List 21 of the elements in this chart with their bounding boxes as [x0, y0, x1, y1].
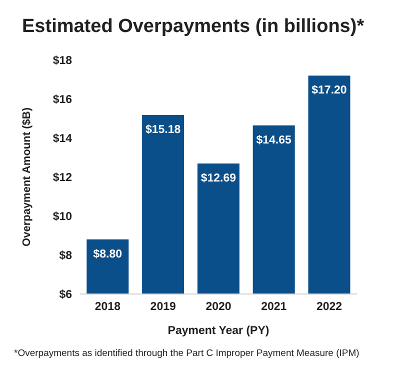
data-label: $12.69 [200, 172, 236, 185]
x-tick-label: 2018 [94, 301, 122, 314]
x-tick-label: 2022 [316, 301, 342, 314]
x-axis-title: Payment Year (PY) [168, 325, 270, 337]
y-tick-label: $6 [59, 289, 72, 302]
x-tick-label: 2020 [206, 301, 232, 314]
chart-title: Estimated Overpayments (in billions)* [21, 15, 366, 39]
y-tick-label: $14 [52, 133, 73, 146]
y-tick-label: $8 [59, 250, 73, 262]
text: *Overpayments as identified through the Part C Improper Payment Measure (IPM) [13, 347, 360, 359]
y-tick-label: $16 [52, 94, 72, 106]
y-tick-label: $12 [52, 172, 72, 184]
data-label: $15.18 [145, 124, 182, 136]
data-label: $17.20 [312, 84, 347, 97]
data-label: $14.65 [256, 134, 292, 146]
x-tick-label: 2019 [150, 301, 176, 314]
y-axis-title: Overpayment Amount ($B) [20, 107, 33, 246]
y-tick-label: $10 [52, 211, 72, 224]
data-label: $8.80 [93, 248, 122, 260]
y-tick-label: $18 [52, 55, 73, 68]
x-tick-label: 2021 [261, 301, 288, 314]
